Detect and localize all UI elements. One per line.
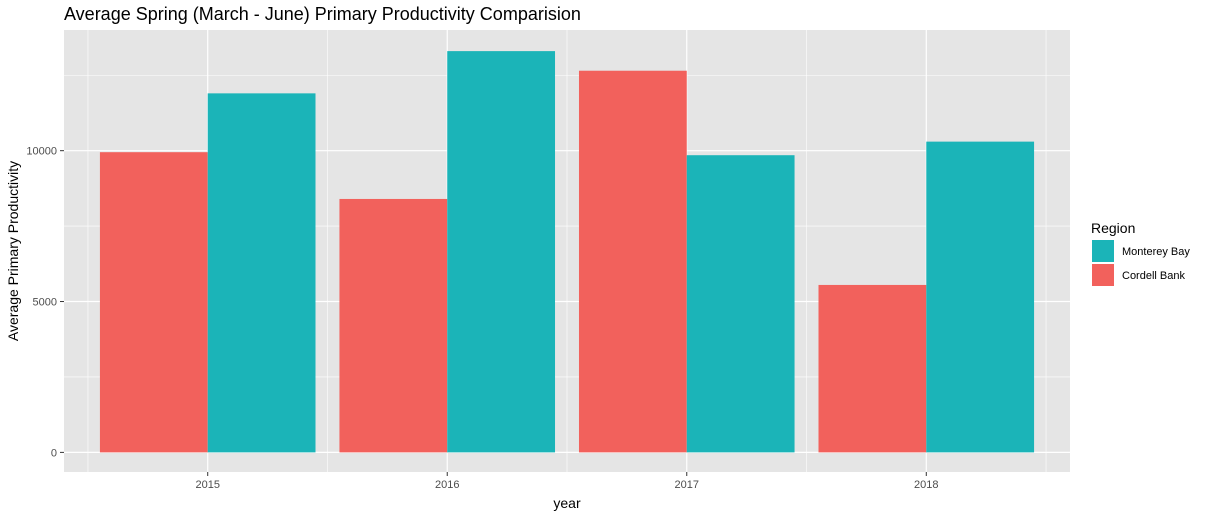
legend-key-cordell-bank (1092, 264, 1114, 286)
x-tick-label: 2015 (195, 479, 219, 491)
x-tick-label: 2017 (675, 479, 699, 491)
y-tick-label: 0 (51, 447, 57, 459)
bars (99, 51, 1035, 453)
legend: Region Monterey Bay Cordell Bank (1091, 220, 1190, 286)
x-axis-title: year (553, 495, 581, 511)
legend-key-monterey-bay (1092, 240, 1114, 262)
axes: 0 5000 10000 2015 2016 2017 2018 (26, 146, 938, 491)
bar-cordell-bank-2018 (818, 284, 927, 453)
bar-monterey-bay-2018 (926, 141, 1035, 453)
y-tick-label: 5000 (33, 297, 57, 309)
legend-label-monterey-bay: Monterey Bay (1122, 246, 1190, 258)
y-axis-title: Average Primary Productivity (5, 161, 21, 341)
legend-label-cordell-bank: Cordell Bank (1122, 270, 1185, 282)
bar-monterey-bay-2017 (686, 155, 795, 453)
bar-monterey-bay-2016 (447, 51, 556, 453)
x-tick-label: 2018 (914, 479, 938, 491)
bar-cordell-bank-2016 (339, 198, 448, 453)
legend-title: Region (1091, 220, 1135, 236)
bar-cordell-bank-2015 (99, 152, 208, 453)
chart-title: Average Spring (March - June) Primary Pr… (64, 4, 581, 24)
y-tick-label: 10000 (26, 146, 57, 158)
bar-monterey-bay-2015 (207, 93, 316, 453)
x-tick-label: 2016 (435, 479, 459, 491)
bar-cordell-bank-2017 (578, 70, 687, 453)
